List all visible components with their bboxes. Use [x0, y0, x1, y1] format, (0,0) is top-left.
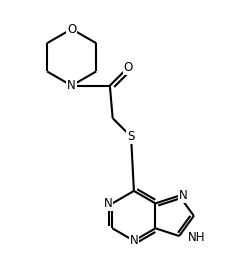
Text: O: O — [67, 23, 76, 36]
Text: O: O — [124, 61, 133, 74]
Text: N: N — [104, 197, 112, 210]
Text: S: S — [127, 130, 135, 143]
Text: N: N — [67, 79, 76, 92]
Text: N: N — [129, 234, 138, 247]
Text: N: N — [179, 189, 188, 202]
Text: NH: NH — [188, 231, 205, 244]
